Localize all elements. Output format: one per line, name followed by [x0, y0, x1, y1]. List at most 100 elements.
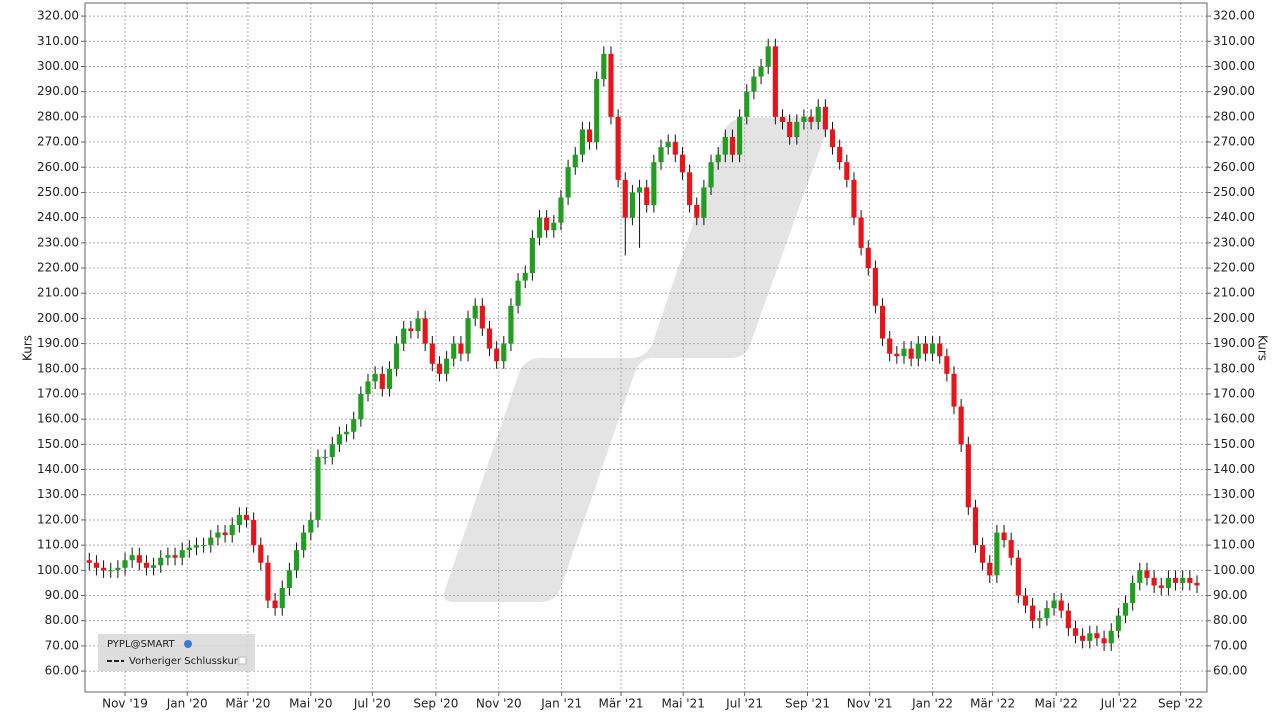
y-tick-label: 190.00 — [37, 336, 79, 350]
candle-body — [922, 343, 929, 354]
candle-body — [751, 76, 757, 92]
y-tick-label: 100.00 — [37, 563, 79, 577]
candle-body — [586, 129, 593, 143]
candle-body — [143, 562, 150, 568]
candle-body — [822, 106, 828, 130]
candle-body — [258, 545, 264, 563]
x-tick-label: Mär '22 — [970, 697, 1015, 711]
candle-body — [879, 305, 886, 339]
y-tick-label-right: 320.00 — [1213, 9, 1255, 23]
y-tick-label-right: 60.00 — [1213, 664, 1247, 678]
candle-body — [594, 79, 600, 143]
candle-body — [229, 524, 235, 536]
y-tick-label-right: 260.00 — [1213, 160, 1255, 174]
candle-body — [108, 570, 114, 572]
candle-body — [837, 147, 843, 163]
candle-body — [558, 197, 564, 223]
candle-body — [958, 406, 964, 445]
y-tick-label-right: 140.00 — [1213, 462, 1255, 476]
candle-body — [1080, 635, 1086, 641]
y-tick-label: 310.00 — [37, 34, 79, 48]
y-tick-label-right: 100.00 — [1213, 563, 1255, 577]
x-tick-label: Sep '20 — [413, 697, 458, 711]
x-tick-label: Jan '22 — [911, 697, 953, 711]
candle-body — [1165, 577, 1171, 588]
candle-body — [758, 66, 764, 77]
candle-body — [951, 373, 957, 407]
candle-body — [422, 318, 428, 344]
candle-body — [265, 562, 271, 601]
candle-body — [501, 343, 507, 362]
candle-body — [1158, 585, 1164, 588]
candle-body — [86, 560, 92, 563]
x-tick-label: Jul '21 — [725, 697, 763, 711]
candle-body — [522, 273, 528, 281]
x-tick-label: Jul '22 — [1100, 697, 1138, 711]
y-tick-label-right: 130.00 — [1213, 487, 1255, 501]
legend-checkbox[interactable] — [238, 656, 247, 665]
y-tick-label: 230.00 — [37, 235, 79, 249]
candle-body — [901, 348, 907, 357]
x-tick-label: Jul '20 — [353, 697, 391, 711]
candle-body — [801, 116, 807, 122]
candle-body — [551, 222, 557, 231]
candle-body — [794, 121, 800, 138]
y-axis-label: Kurs — [21, 335, 35, 361]
candle-body — [887, 338, 893, 354]
candle-body — [930, 343, 936, 354]
candle-body — [494, 348, 500, 362]
candle-body — [1122, 603, 1129, 616]
candle-body — [1030, 605, 1036, 621]
y-tick-label: 90.00 — [45, 588, 79, 602]
y-tick-label: 250.00 — [37, 185, 79, 199]
y-tick-label-right: 150.00 — [1213, 437, 1255, 451]
candle-body — [479, 305, 485, 329]
y-tick-label-right: 280.00 — [1213, 109, 1255, 123]
y-tick-label: 200.00 — [37, 311, 79, 325]
candle-body — [1101, 638, 1107, 644]
candle-body — [1130, 582, 1136, 604]
candle-body — [165, 555, 171, 558]
candle-body — [672, 142, 678, 155]
candle-body — [408, 328, 414, 331]
y-tick-label-right: 220.00 — [1213, 261, 1255, 275]
candle-body — [1008, 540, 1014, 558]
y-tick-label: 110.00 — [37, 538, 79, 552]
y-tick-label: 80.00 — [45, 613, 79, 627]
y-tick-label: 150.00 — [37, 437, 79, 451]
candle-body — [687, 172, 693, 206]
candle-body — [372, 373, 378, 382]
y-tick-label-right: 90.00 — [1213, 588, 1247, 602]
candle-body — [808, 116, 814, 122]
candle-body — [1044, 608, 1050, 619]
y-tick-label: 320.00 — [37, 9, 79, 23]
y-tick-label-right: 80.00 — [1213, 613, 1247, 627]
candle-body — [1072, 628, 1079, 636]
candle-body — [844, 162, 850, 180]
candle-body — [136, 555, 142, 563]
candle-body — [779, 116, 786, 122]
candles — [86, 38, 1200, 651]
candle-body — [694, 205, 700, 218]
y-tick-label: 120.00 — [37, 512, 79, 526]
legend-box — [98, 634, 255, 671]
candle-body — [272, 600, 278, 609]
y-tick-label: 260.00 — [37, 160, 79, 174]
candle-body — [1037, 618, 1043, 621]
candle-body — [215, 532, 221, 538]
candle-body — [972, 507, 979, 546]
candle-body — [708, 162, 714, 188]
candle-body — [858, 217, 864, 248]
candle-body — [458, 343, 464, 354]
candle-body — [615, 116, 621, 180]
candle-body — [158, 557, 164, 566]
candle-body — [994, 532, 1000, 576]
x-tick-label: Jan '20 — [166, 697, 208, 711]
candle-body — [1022, 595, 1029, 606]
candle-body — [765, 46, 771, 67]
y-tick-label: 130.00 — [37, 487, 79, 501]
candle-body — [286, 570, 292, 588]
candle-body — [351, 419, 357, 432]
candle-body — [965, 444, 971, 508]
